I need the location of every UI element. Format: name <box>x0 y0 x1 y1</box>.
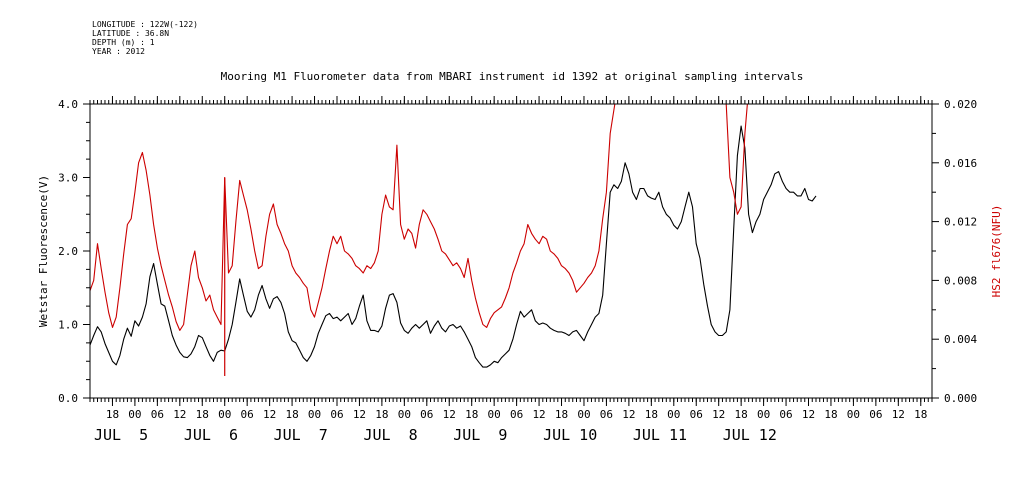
x-day-label: JUL 5 <box>94 426 148 444</box>
x-day-label: JUL 12 <box>723 426 777 444</box>
x-hour-tick-label: 12 <box>532 408 545 421</box>
x-hour-tick-label: 12 <box>622 408 635 421</box>
wetstar-series-line <box>90 125 817 368</box>
hs2-series-line <box>725 104 748 215</box>
x-hour-tick-label: 00 <box>128 408 141 421</box>
x-hour-tick-label: 18 <box>106 408 119 421</box>
x-hour-tick-label: 18 <box>196 408 209 421</box>
x-hour-tick-label: 00 <box>757 408 770 421</box>
x-day-label: JUL 11 <box>633 426 687 444</box>
x-hour-tick-label: 00 <box>308 408 321 421</box>
hs2-series-line <box>90 104 616 331</box>
x-hour-tick-label: 06 <box>600 408 613 421</box>
x-hour-tick-label: 06 <box>779 408 792 421</box>
left-tick-label: 1.0 <box>58 319 78 332</box>
left-tick-label: 3.0 <box>58 172 78 185</box>
series-layer <box>90 104 817 376</box>
chart-title: Mooring M1 Fluorometer data from MBARI i… <box>221 70 804 83</box>
left-axis-label: Wetstar Fluorescence(V) <box>37 175 50 327</box>
x-hour-tick-label: 06 <box>241 408 254 421</box>
x-hour-tick-label: 06 <box>151 408 164 421</box>
right-tick-label: 0.008 <box>944 274 977 287</box>
left-tick-label: 2.0 <box>58 245 78 258</box>
x-hour-tick-label: 18 <box>645 408 658 421</box>
x-hour-tick-label: 18 <box>375 408 388 421</box>
latitude-text: LATITUDE : 36.8N <box>92 29 170 38</box>
right-tick-label: 0.016 <box>944 157 977 170</box>
x-hour-tick-label: 18 <box>914 408 927 421</box>
x-day-label: JUL 6 <box>184 426 238 444</box>
right-tick-label: 0.000 <box>944 392 977 405</box>
x-hour-tick-label: 12 <box>443 408 456 421</box>
x-hour-tick-label: 18 <box>465 408 478 421</box>
x-hour-tick-label: 12 <box>802 408 815 421</box>
x-hour-tick-label: 12 <box>892 408 905 421</box>
x-hour-tick-label: 00 <box>667 408 680 421</box>
x-day-label: JUL 9 <box>453 426 507 444</box>
x-hour-tick-label: 18 <box>824 408 837 421</box>
x-hour-tick-label: 12 <box>263 408 276 421</box>
x-hour-tick-label: 18 <box>285 408 298 421</box>
left-tick-label: 0.0 <box>58 392 78 405</box>
x-hour-tick-label: 00 <box>218 408 231 421</box>
x-day-label: JUL 7 <box>274 426 328 444</box>
x-hour-tick-label: 06 <box>510 408 523 421</box>
x-day-label: JUL 10 <box>543 426 597 444</box>
x-hour-tick-label: 06 <box>330 408 343 421</box>
metadata-block: LONGITUDE : 122W(-122) LATITUDE : 36.8N … <box>92 20 198 56</box>
x-hour-tick-label: 06 <box>420 408 433 421</box>
x-hour-tick-label: 00 <box>488 408 501 421</box>
x-hour-tick-label: 18 <box>735 408 748 421</box>
plot-frame <box>89 103 933 399</box>
x-hour-tick-label: 12 <box>173 408 186 421</box>
year-text: YEAR : 2012 <box>92 47 145 56</box>
axes-layer: 18 00 06 12 18 00 06 12 18 00 06 12 18 00 06 12 18 00 06 12… <box>58 96 977 444</box>
x-day-label: JUL 8 <box>363 426 417 444</box>
depth-text: DEPTH (m) : 1 <box>92 38 155 47</box>
longitude-text: LONGITUDE : 122W(-122) <box>92 20 198 29</box>
right-tick-label: 0.004 <box>944 333 977 346</box>
x-hour-tick-label: 06 <box>690 408 703 421</box>
right-tick-label: 0.012 <box>944 216 977 229</box>
left-tick-label: 4.0 <box>58 98 78 111</box>
x-hour-tick-label: 12 <box>353 408 366 421</box>
right-axis-label: HS2 fl676(NFU) <box>990 205 1003 298</box>
x-hour-tick-label: 00 <box>577 408 590 421</box>
x-hour-tick-label: 00 <box>398 408 411 421</box>
x-hour-tick-label: 06 <box>869 408 882 421</box>
x-hour-tick-label: 18 <box>555 408 568 421</box>
x-hour-tick-label: 12 <box>712 408 725 421</box>
right-tick-label: 0.020 <box>944 98 977 111</box>
x-hour-tick-label: 00 <box>847 408 860 421</box>
